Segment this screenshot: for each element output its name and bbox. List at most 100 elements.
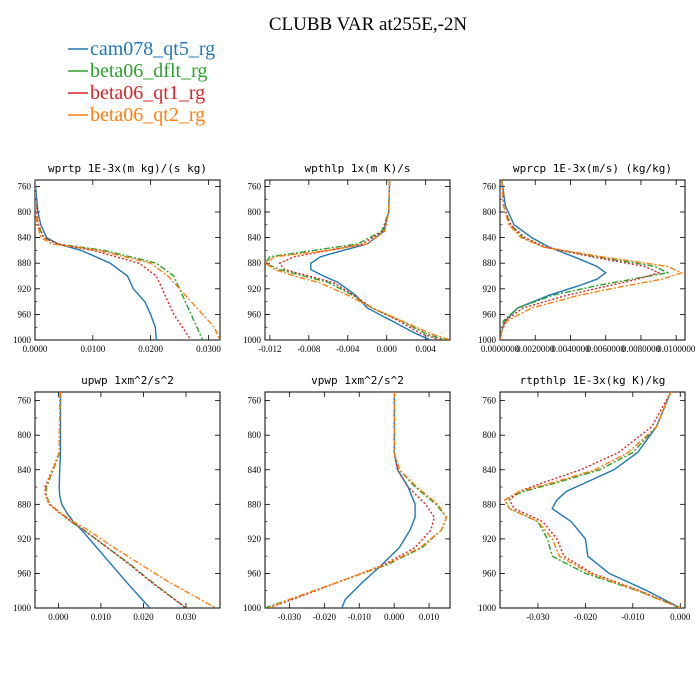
y-tick-label: 760	[18, 181, 32, 191]
legend-label: cam078_qt5_rg	[90, 38, 215, 60]
x-tick-label: 0.010	[419, 612, 440, 622]
y-tick-label: 880	[248, 258, 262, 268]
series-line-beta06_qt2_rg	[44, 392, 217, 608]
series-line-beta06_dflt_rg	[35, 180, 204, 340]
x-tick-label: -0.030	[278, 612, 302, 622]
y-tick-label: 1000	[13, 603, 32, 613]
y-tick-label: 880	[483, 499, 497, 509]
series-line-cam078_qt5_rg	[500, 180, 607, 340]
x-tick-label: 0.030	[176, 612, 197, 622]
x-tick-label: 0.000	[384, 612, 405, 622]
y-tick-label: 760	[483, 181, 497, 191]
x-tick-label: 0.0000	[23, 344, 48, 354]
y-tick-label: 800	[483, 430, 497, 440]
y-tick-label: 1000	[13, 335, 32, 345]
panel-2: wpthlp 1x(m K)/s7608008408809209601000-0…	[243, 162, 451, 354]
x-tick-label: -0.020	[574, 612, 598, 622]
series-line-beta06_qt1_rg	[35, 180, 192, 340]
panels: wprtp 1E-3x(m kg)/(s kg) 760 800 840 880 920 9…	[13, 162, 696, 622]
y-tick-label: 960	[248, 309, 262, 319]
x-tick-label: 0.0100000	[657, 344, 696, 354]
x-tick-label: -0.030	[526, 612, 550, 622]
series-line-beta06_qt2_rg	[500, 180, 684, 340]
x-tick-label: 0.0020000	[516, 344, 555, 354]
panel-title: wpthlp 1x(m K)/s	[305, 162, 411, 175]
y-tick-label: 920	[248, 534, 262, 544]
x-tick-label: -0.020	[313, 612, 337, 622]
x-tick-label: -0.012	[258, 344, 281, 354]
x-tick-label: 0.0060000	[587, 344, 626, 354]
y-tick-label: 920	[483, 534, 497, 544]
y-tick-label: 840	[483, 233, 497, 243]
y-tick-label: 760	[483, 396, 497, 406]
y-tick-label: 920	[483, 284, 497, 294]
y-tick-label: 760	[18, 396, 32, 406]
x-tick-label: 0.0000000	[481, 344, 520, 354]
series-line-beta06_qt1_rg	[278, 180, 441, 340]
x-tick-label: 0.0080000	[622, 344, 661, 354]
y-tick-label: 800	[483, 207, 497, 217]
y-tick-label: 880	[18, 258, 32, 268]
y-tick-label: 880	[18, 499, 32, 509]
y-tick-label: 800	[248, 430, 262, 440]
panel-title: upwp 1xm^2/s^2	[81, 374, 174, 387]
y-tick-label: 1000	[478, 603, 497, 613]
y-tick-label: 760	[248, 396, 262, 406]
panel-title: wprtp 1E-3x(m kg)/(s kg)	[48, 162, 207, 175]
panel-3: wprcp 1E-3x(m/s) (kg/kg) 760 800 840 880 920 9…	[478, 162, 696, 354]
x-tick-label: -0.008	[297, 344, 321, 354]
x-tick-label: 0.000	[670, 612, 691, 622]
y-tick-label: 760	[248, 181, 262, 191]
series-line-beta06_qt1_rg	[500, 180, 661, 340]
figure-title: CLUBB VAR at255E,-2N	[269, 14, 468, 35]
series-line-cam078_qt5_rg	[35, 180, 158, 340]
series-line-beta06_dflt_rg	[45, 392, 187, 608]
panel-5: vpwp 1xm^2/s^2 760 800 840 880 920 960 1000 -0.0…	[243, 374, 451, 622]
series-line-beta06_qt1_rg	[44, 392, 187, 608]
plot-frame	[264, 391, 451, 609]
legend-label: beta06_qt2_rg	[90, 104, 205, 126]
y-tick-label: 960	[18, 568, 32, 578]
legend: cam078_qt5_rgbeta06_dflt_rgbeta06_qt1_rg…	[68, 38, 215, 126]
series-line-cam078_qt5_rg	[310, 180, 431, 340]
panel-6: rtpthlp 1E-3x(kg K)/kg 760 800 840 880 920 960…	[478, 374, 691, 622]
y-tick-label: 800	[18, 430, 32, 440]
panel-title: wprcp 1E-3x(m/s) (kg/kg)	[513, 162, 672, 175]
y-tick-label: 1000	[243, 335, 262, 345]
series-line-beta06_dflt_rg	[500, 180, 670, 340]
plot-frame	[264, 179, 451, 341]
y-tick-label: 1000	[243, 603, 262, 613]
x-tick-label: 0.010	[91, 612, 112, 622]
x-tick-label: 0.0040000	[551, 344, 590, 354]
series-line-beta06_qt2_rg	[268, 392, 448, 608]
y-tick-label: 1000	[478, 335, 497, 345]
legend-label: beta06_qt1_rg	[90, 82, 205, 104]
series-line-cam078_qt5_rg	[341, 392, 416, 608]
plot-frame	[499, 391, 686, 609]
series-line-beta06_qt1_rg	[268, 392, 436, 608]
y-tick-label: 800	[18, 207, 32, 217]
x-tick-label: -0.010	[348, 612, 372, 622]
legend-label: beta06_dflt_rg	[90, 60, 207, 82]
plot-frame	[499, 179, 686, 341]
x-tick-label: -0.004	[336, 344, 360, 354]
y-tick-label: 960	[483, 568, 497, 578]
series-line-beta06_dflt_rg	[265, 180, 446, 340]
y-tick-label: 880	[248, 499, 262, 509]
panel-1: wprtp 1E-3x(m kg)/(s kg) 760 800 840 880 920 9…	[13, 162, 221, 354]
y-tick-label: 800	[248, 207, 262, 217]
x-tick-label: 0.000	[377, 344, 398, 354]
panel-4: upwp 1xm^2/s^2 760 800 840 880 920 960 1000 0.00…	[13, 374, 221, 622]
series-line-beta06_qt1_rg	[508, 392, 681, 608]
series-line-cam078_qt5_rg	[551, 392, 681, 608]
plot-frame	[34, 391, 221, 609]
x-tick-label: 0.0100	[80, 344, 105, 354]
y-tick-label: 960	[248, 568, 262, 578]
y-tick-label: 960	[483, 309, 497, 319]
series-line-beta06_qt2_rg	[503, 392, 681, 608]
y-tick-label: 920	[248, 284, 262, 294]
x-tick-label: 0.0300	[196, 344, 221, 354]
x-tick-label: 0.004	[416, 344, 437, 354]
y-tick-label: 840	[483, 465, 497, 475]
